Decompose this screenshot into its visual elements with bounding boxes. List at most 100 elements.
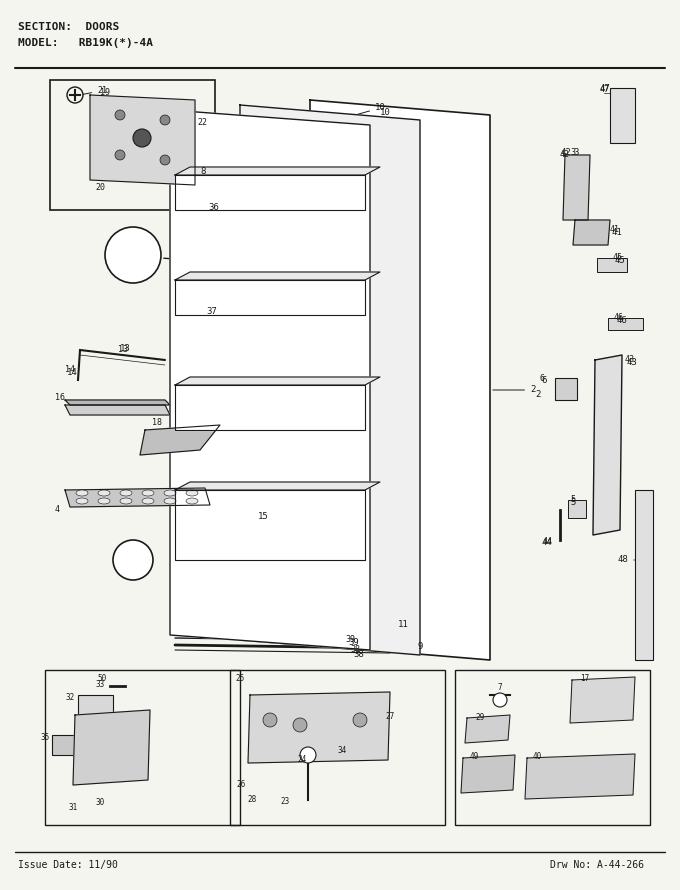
Text: 31: 31 bbox=[68, 803, 78, 812]
Text: 43: 43 bbox=[627, 358, 638, 367]
Polygon shape bbox=[465, 715, 510, 743]
Circle shape bbox=[293, 718, 307, 732]
Circle shape bbox=[115, 110, 125, 120]
Ellipse shape bbox=[142, 498, 154, 504]
Text: 47: 47 bbox=[600, 85, 610, 94]
Text: 26: 26 bbox=[236, 780, 245, 789]
Polygon shape bbox=[175, 175, 365, 210]
Text: 44: 44 bbox=[543, 537, 553, 546]
Text: 4: 4 bbox=[55, 505, 60, 514]
Bar bbox=[78, 695, 113, 725]
Text: 15: 15 bbox=[258, 512, 269, 521]
Text: 42: 42 bbox=[560, 150, 570, 159]
Bar bbox=[568, 500, 586, 518]
Polygon shape bbox=[175, 272, 380, 280]
Polygon shape bbox=[570, 677, 635, 723]
Text: 37: 37 bbox=[213, 296, 235, 310]
Circle shape bbox=[115, 150, 125, 160]
Polygon shape bbox=[170, 110, 370, 650]
Text: 21: 21 bbox=[83, 86, 107, 95]
Text: Issue Date: 11/90: Issue Date: 11/90 bbox=[18, 860, 118, 870]
Text: 2: 2 bbox=[493, 385, 535, 394]
Text: 6: 6 bbox=[541, 376, 546, 385]
Text: 45: 45 bbox=[615, 256, 626, 265]
Ellipse shape bbox=[76, 498, 88, 504]
Ellipse shape bbox=[98, 490, 110, 496]
Text: 40: 40 bbox=[533, 752, 542, 761]
Polygon shape bbox=[140, 425, 220, 455]
Bar bbox=[597, 258, 627, 272]
Bar bbox=[455, 670, 650, 825]
Bar bbox=[50, 80, 215, 210]
Circle shape bbox=[263, 713, 277, 727]
Text: 38: 38 bbox=[350, 645, 360, 654]
Text: 17: 17 bbox=[580, 674, 590, 683]
Text: 45: 45 bbox=[613, 253, 623, 262]
Ellipse shape bbox=[120, 498, 132, 504]
Text: 6: 6 bbox=[540, 374, 545, 383]
Text: 14: 14 bbox=[65, 365, 75, 374]
Text: 24: 24 bbox=[297, 755, 306, 764]
Text: 11: 11 bbox=[373, 613, 406, 622]
Text: 8: 8 bbox=[215, 147, 243, 169]
Text: 5: 5 bbox=[570, 495, 575, 504]
Polygon shape bbox=[65, 400, 170, 405]
Text: 32: 32 bbox=[65, 693, 74, 702]
Polygon shape bbox=[65, 405, 170, 415]
Ellipse shape bbox=[164, 490, 176, 496]
Circle shape bbox=[133, 129, 151, 147]
Text: 9: 9 bbox=[418, 642, 424, 651]
Bar bbox=[555, 378, 577, 400]
Text: 14: 14 bbox=[67, 368, 78, 377]
Ellipse shape bbox=[186, 490, 198, 496]
Circle shape bbox=[160, 155, 170, 165]
Text: 2: 2 bbox=[535, 390, 541, 399]
Polygon shape bbox=[240, 105, 420, 655]
Text: 27: 27 bbox=[385, 712, 394, 721]
Text: 9: 9 bbox=[398, 631, 420, 644]
Polygon shape bbox=[248, 692, 390, 763]
Ellipse shape bbox=[186, 498, 198, 504]
Polygon shape bbox=[175, 490, 365, 560]
Text: 22: 22 bbox=[197, 118, 207, 127]
Text: MODEL:   RB19K(*)-4A: MODEL: RB19K(*)-4A bbox=[18, 38, 153, 48]
Text: 12: 12 bbox=[120, 250, 132, 260]
Ellipse shape bbox=[98, 498, 110, 504]
Text: 10: 10 bbox=[358, 103, 386, 114]
Bar bbox=[52, 735, 82, 755]
Text: 49: 49 bbox=[470, 752, 479, 761]
Text: 25: 25 bbox=[235, 674, 244, 683]
Circle shape bbox=[113, 540, 153, 580]
Text: 19: 19 bbox=[100, 88, 110, 97]
Ellipse shape bbox=[120, 490, 132, 496]
Text: 11: 11 bbox=[398, 620, 409, 629]
Text: 43: 43 bbox=[625, 355, 635, 364]
Text: 42: 42 bbox=[561, 148, 572, 157]
Bar bbox=[45, 670, 240, 825]
Polygon shape bbox=[175, 482, 380, 490]
Polygon shape bbox=[573, 220, 610, 245]
Text: 37: 37 bbox=[206, 307, 217, 316]
Bar bbox=[610, 88, 635, 143]
Polygon shape bbox=[175, 280, 365, 315]
Polygon shape bbox=[90, 95, 195, 185]
Text: 44: 44 bbox=[542, 538, 553, 547]
Circle shape bbox=[353, 713, 367, 727]
Ellipse shape bbox=[142, 490, 154, 496]
Polygon shape bbox=[65, 488, 210, 507]
Circle shape bbox=[160, 115, 170, 125]
Polygon shape bbox=[73, 710, 150, 785]
Text: 28: 28 bbox=[247, 795, 256, 804]
Ellipse shape bbox=[76, 490, 88, 496]
Text: 15: 15 bbox=[265, 493, 276, 514]
Text: 8: 8 bbox=[200, 167, 205, 176]
Text: 33: 33 bbox=[95, 680, 104, 689]
Text: 5: 5 bbox=[570, 498, 575, 507]
Bar bbox=[635, 490, 653, 660]
Text: 12: 12 bbox=[125, 558, 136, 567]
Ellipse shape bbox=[164, 498, 176, 504]
Text: 36: 36 bbox=[208, 203, 219, 212]
Polygon shape bbox=[525, 754, 635, 799]
Circle shape bbox=[300, 747, 316, 763]
Text: SECTION:  DOORS: SECTION: DOORS bbox=[18, 22, 119, 32]
